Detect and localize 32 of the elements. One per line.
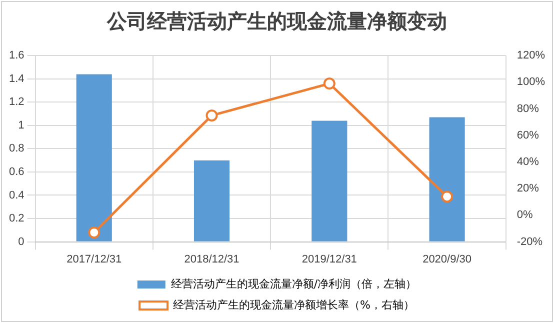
x-tick-label: 2018/12/31 [184, 253, 240, 266]
y-tick-label: 0.6 [8, 166, 24, 178]
point [323, 78, 336, 90]
y-tick-label: 1.4 [8, 72, 24, 85]
y-tick-label: 1.6 [8, 50, 24, 62]
x-tick-label: 2020/9/30 [422, 253, 472, 266]
y2-tick-label: -20% [516, 236, 543, 248]
y2-tick-label: 80% [516, 102, 540, 115]
y-tick-label: 1.2 [8, 96, 24, 108]
y2-tick-label: 20% [516, 182, 540, 195]
y2-tick-label: 100% [516, 76, 546, 88]
point [206, 109, 218, 122]
y-tick-label: 0.2 [8, 212, 24, 225]
bar [429, 117, 465, 242]
legend-label: 经营活动产生的现金流量净额增长率（%，右轴） [173, 298, 414, 312]
x-tick-label: 2019/12/31 [302, 253, 357, 266]
y2-tick-label: 40% [516, 156, 540, 168]
y-tick-label: 0 [18, 236, 24, 248]
y-tick-label: 0.4 [8, 189, 24, 202]
chart-title: 公司经营活动产生的现金流量净额变动 [106, 8, 448, 35]
bar [194, 160, 230, 242]
y-tick-label: 1 [18, 119, 24, 132]
y2-tick-label: 120% [516, 50, 546, 62]
point [441, 190, 454, 203]
bar [76, 74, 112, 242]
point [88, 226, 100, 238]
bar [312, 120, 348, 242]
x-tick-label: 2017/12/31 [66, 253, 122, 266]
y-tick-label: 0.8 [8, 142, 24, 155]
legend-label: 经营活动产生的现金流量净额/净利润（倍，左轴） [170, 277, 417, 290]
y2-tick-label: 0% [516, 209, 533, 222]
y2-tick-label: 60% [516, 129, 540, 142]
